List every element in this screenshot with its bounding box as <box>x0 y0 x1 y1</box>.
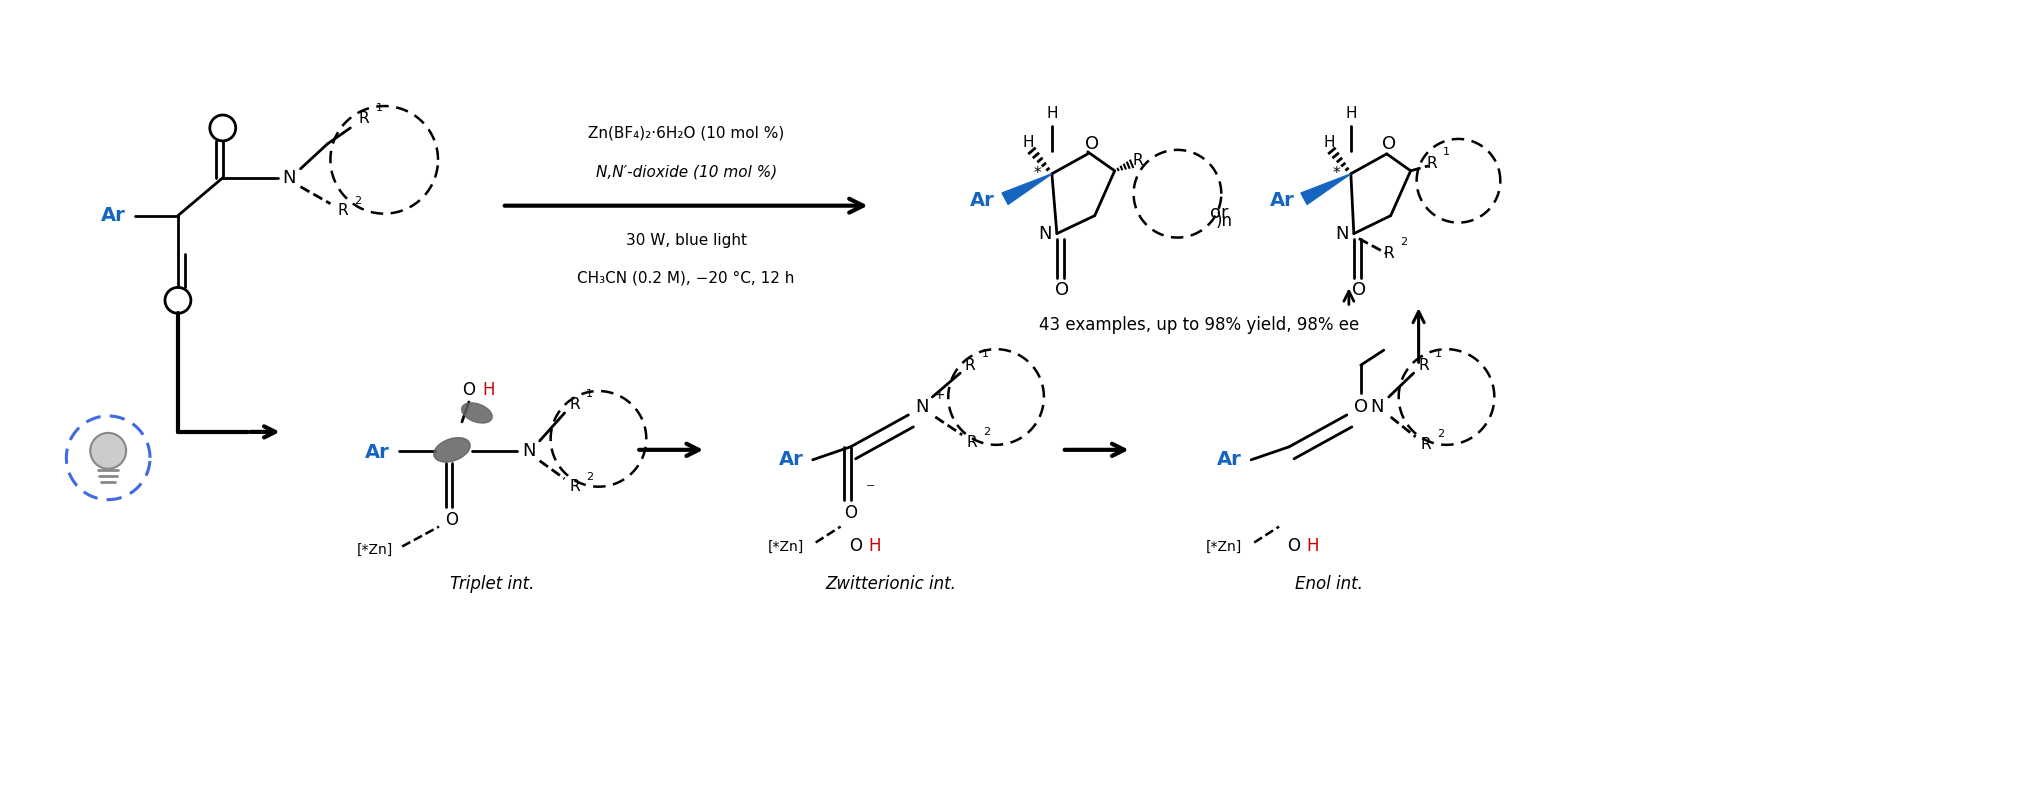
Text: R: R <box>336 203 347 218</box>
Text: +: + <box>934 388 944 402</box>
Text: O: O <box>463 381 475 399</box>
Text: 1: 1 <box>375 103 383 113</box>
Text: O: O <box>1287 538 1301 555</box>
Text: Enol int.: Enol int. <box>1295 575 1362 594</box>
Text: H: H <box>1323 135 1334 150</box>
Text: R: R <box>569 479 579 494</box>
Text: R: R <box>966 435 977 450</box>
Text: 2: 2 <box>585 472 593 482</box>
Text: 2: 2 <box>1435 429 1444 439</box>
Text: R: R <box>1132 154 1142 168</box>
Text: 1: 1 <box>981 349 989 359</box>
Text: R: R <box>359 111 369 126</box>
Text: O: O <box>844 504 856 522</box>
Text: R: R <box>1419 438 1429 452</box>
Circle shape <box>90 433 126 469</box>
Text: R: R <box>569 398 579 413</box>
Text: 30 W, blue light: 30 W, blue light <box>626 233 746 248</box>
Text: O: O <box>1085 135 1099 153</box>
Text: 43 examples, up to 98% yield, 98% ee: 43 examples, up to 98% yield, 98% ee <box>1038 316 1358 334</box>
Text: Ar: Ar <box>1268 191 1295 210</box>
Text: N: N <box>1334 225 1348 242</box>
Text: *: * <box>1331 166 1340 182</box>
Text: [*Zn]: [*Zn] <box>767 539 803 554</box>
Text: or: or <box>1209 204 1227 222</box>
Text: 1: 1 <box>1442 147 1450 157</box>
Text: Ar: Ar <box>100 206 126 225</box>
Polygon shape <box>1001 174 1052 205</box>
Ellipse shape <box>434 438 469 462</box>
Text: N: N <box>281 169 296 186</box>
Polygon shape <box>1301 174 1350 205</box>
Text: [*Zn]: [*Zn] <box>1205 539 1242 554</box>
Text: R: R <box>964 358 975 373</box>
Text: H: H <box>1022 135 1034 150</box>
Text: Ar: Ar <box>1217 450 1242 470</box>
Text: N: N <box>916 398 928 416</box>
Text: Ar: Ar <box>969 191 995 210</box>
Text: H: H <box>1344 106 1356 122</box>
Text: 1: 1 <box>1433 349 1442 359</box>
Text: R: R <box>1417 358 1427 373</box>
Text: Triplet int.: Triplet int. <box>449 575 534 594</box>
Text: Zwitterionic int.: Zwitterionic int. <box>824 575 956 594</box>
Text: 2: 2 <box>983 427 991 437</box>
Text: H: H <box>1046 106 1056 122</box>
Text: N: N <box>1370 398 1382 416</box>
Text: H: H <box>1307 538 1319 555</box>
Text: )n: )n <box>1215 212 1232 230</box>
Text: N: N <box>1038 225 1052 242</box>
Text: ⁻: ⁻ <box>865 481 875 498</box>
Text: N,N′-dioxide (10 mol %): N,N′-dioxide (10 mol %) <box>595 164 777 179</box>
Text: H: H <box>483 381 495 399</box>
Text: [*Zn]: [*Zn] <box>357 542 394 557</box>
Text: 2: 2 <box>1399 237 1407 246</box>
Text: *: * <box>1032 166 1040 182</box>
Ellipse shape <box>461 403 491 423</box>
Text: CH₃CN (0.2 M), −20 °C, 12 h: CH₃CN (0.2 M), −20 °C, 12 h <box>577 271 795 286</box>
Text: O: O <box>1380 135 1395 153</box>
Text: R: R <box>1425 156 1435 171</box>
Text: O: O <box>1054 282 1068 299</box>
Text: Zn(BF₄)₂·6H₂O (10 mol %): Zn(BF₄)₂·6H₂O (10 mol %) <box>587 126 783 141</box>
Text: 1: 1 <box>585 389 593 399</box>
Text: O: O <box>445 510 459 529</box>
Text: Ar: Ar <box>365 443 389 462</box>
Text: O: O <box>1352 282 1366 299</box>
Text: 2: 2 <box>353 196 361 206</box>
Text: Ar: Ar <box>779 450 803 470</box>
Text: N: N <box>522 442 534 460</box>
Text: H: H <box>869 538 881 555</box>
Text: O: O <box>1354 398 1368 416</box>
Text: R: R <box>1382 246 1393 261</box>
Text: O: O <box>848 538 862 555</box>
